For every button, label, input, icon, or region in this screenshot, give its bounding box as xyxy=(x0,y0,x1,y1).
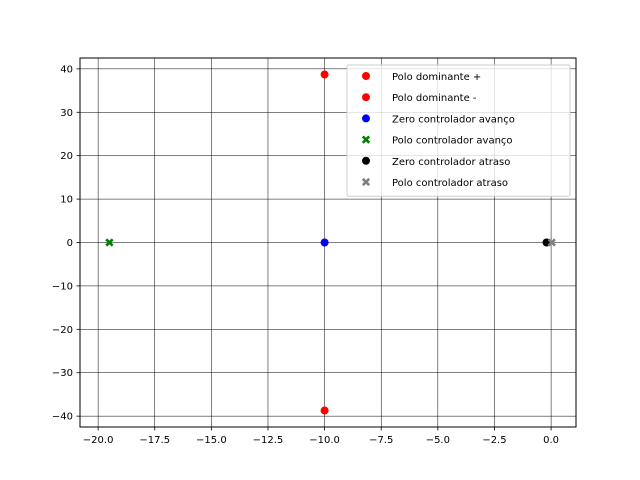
axis-ticks: −20.0 −17.5 −15.0 −12.5 −10.0 −7.5 −5.0 −2.5 0.0… xyxy=(52,64,559,446)
data-points xyxy=(105,70,556,415)
y-tick-label: 0 xyxy=(67,238,73,249)
legend: Polo dominante + Polo dominante - Zero con… xyxy=(346,64,571,197)
legend-entry-label: Polo controlador atraso xyxy=(392,178,508,189)
x-tick-label: −12.5 xyxy=(253,435,284,446)
legend-marker xyxy=(362,156,370,165)
legend-entry-label: Polo controlador avanço xyxy=(392,136,513,147)
y-tick-label: −30 xyxy=(52,368,73,379)
data-point-series-5 xyxy=(547,238,556,247)
legend-entry-label: Zero controlador atraso xyxy=(392,157,510,168)
y-tick-label: −40 xyxy=(52,412,73,423)
y-tick-label: 20 xyxy=(60,151,73,162)
x-tick-label: −10.0 xyxy=(309,435,340,446)
legend-box xyxy=(346,64,571,197)
legend-entry-label: Polo dominante - xyxy=(392,93,477,104)
legend-marker xyxy=(361,177,371,187)
legend-entry-label: Zero controlador avanço xyxy=(392,114,515,125)
x-tick-label: −2.5 xyxy=(482,435,506,446)
legend-marker xyxy=(362,114,370,123)
x-tick-label: −5.0 xyxy=(426,435,450,446)
data-point-series-1 xyxy=(320,406,329,415)
x-tick-label: −17.5 xyxy=(139,435,170,446)
x-tick-label: −7.5 xyxy=(369,435,393,446)
legend-entry-label: Polo dominante + xyxy=(392,72,481,83)
legend-marker xyxy=(362,72,370,80)
x-tick-label: 0.0 xyxy=(543,435,559,446)
data-point-series-3 xyxy=(105,238,114,247)
legend-marker xyxy=(362,93,370,102)
y-tick-label: 40 xyxy=(60,64,73,75)
y-tick-label: 30 xyxy=(60,108,73,119)
y-tick-label: 10 xyxy=(60,195,73,206)
x-tick-label: −15.0 xyxy=(196,435,227,446)
data-point-series-0 xyxy=(320,70,329,79)
y-tick-label: −20 xyxy=(52,325,73,336)
y-tick-label: −10 xyxy=(52,281,73,292)
data-point-series-2 xyxy=(320,238,329,247)
legend-marker xyxy=(361,135,371,144)
x-tick-label: −20.0 xyxy=(83,435,114,446)
